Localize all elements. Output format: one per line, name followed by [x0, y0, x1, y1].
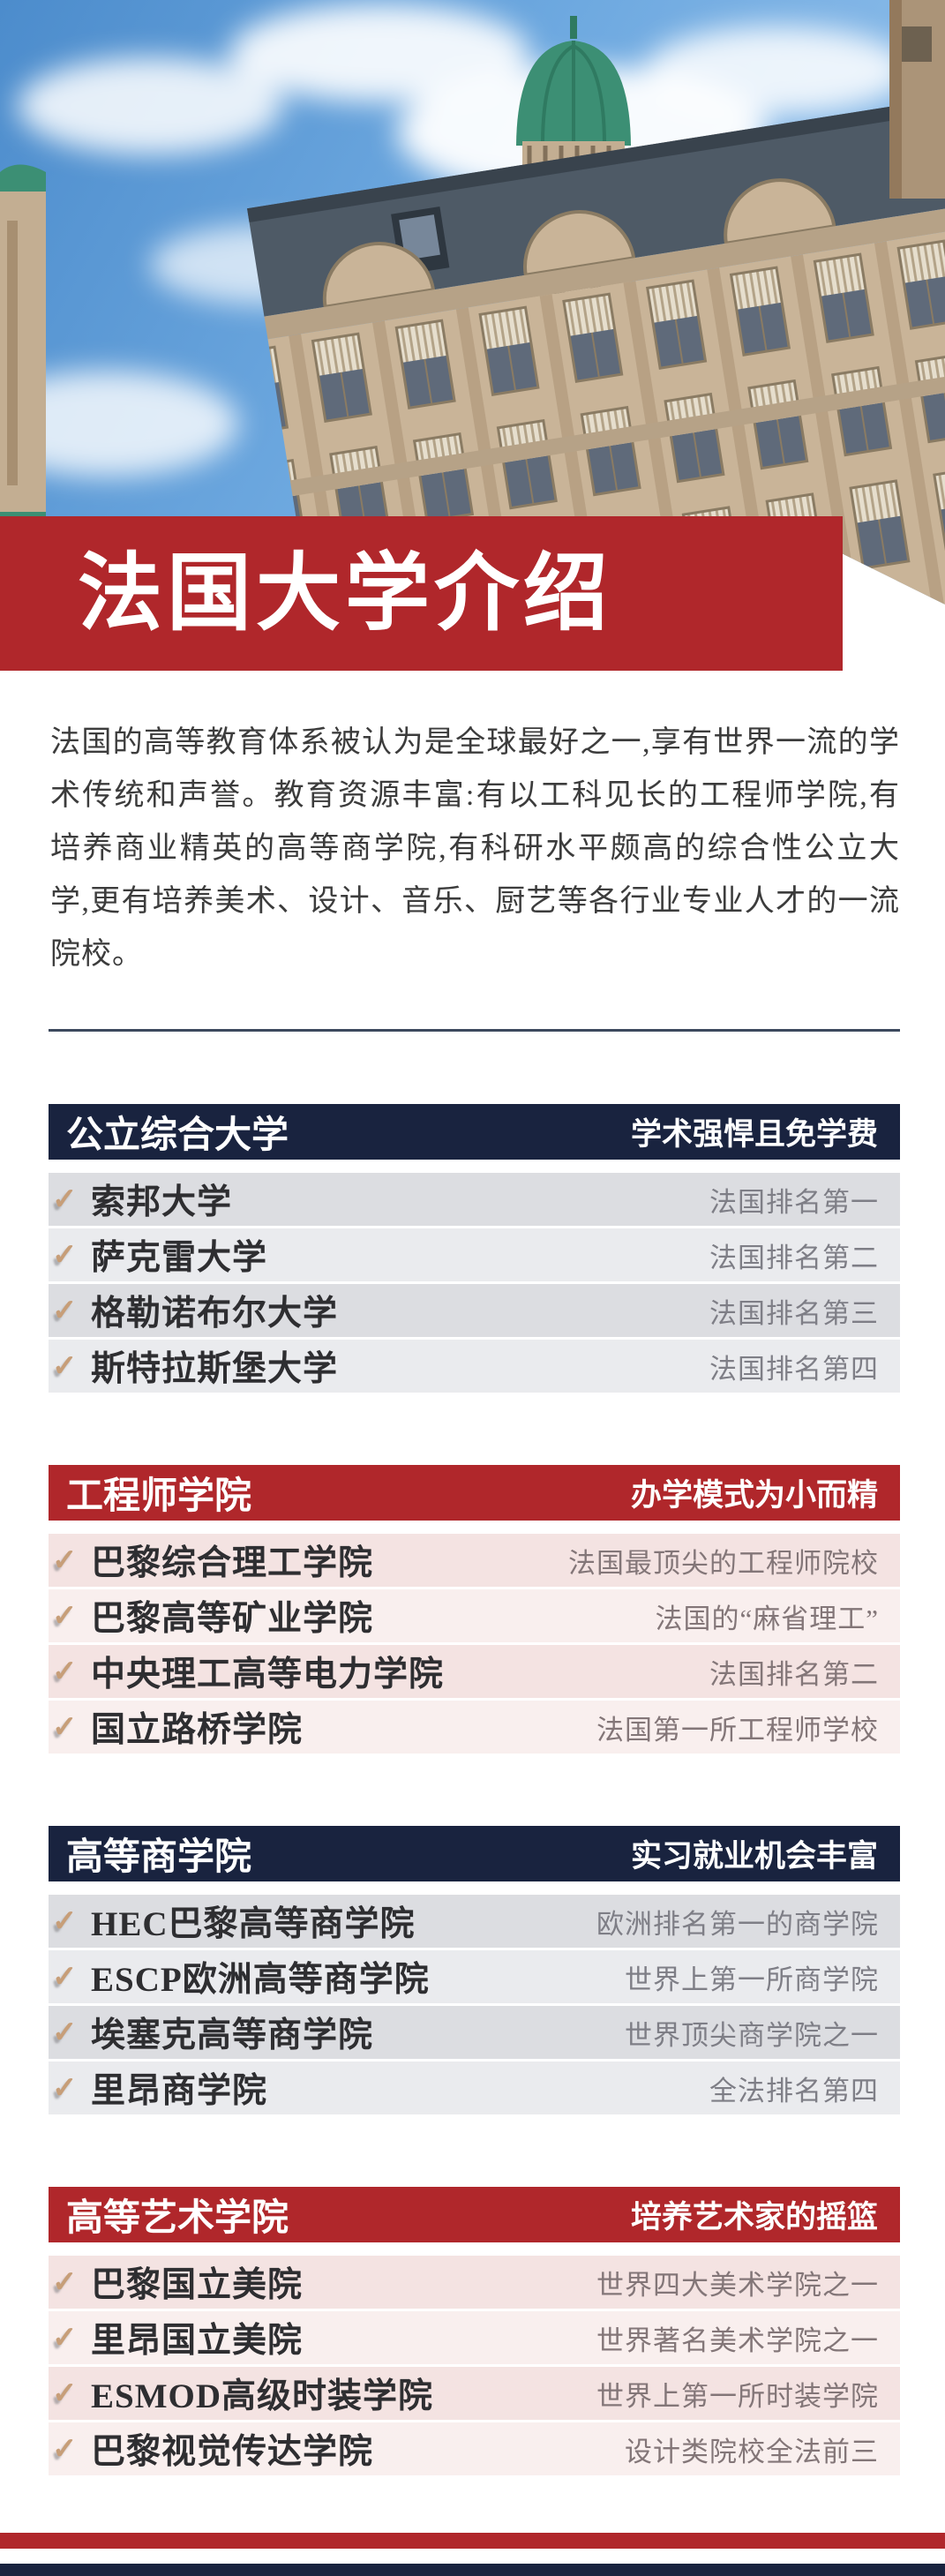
school-name: ESMOD高级时装学院 [91, 2377, 434, 2415]
school-name: 中央理工高等电力学院 [91, 1656, 445, 1694]
school-name: 里昂商学院 [91, 2072, 268, 2110]
title-banner: 法国大学介绍 [0, 516, 843, 671]
school-note: 法国排名第一 [709, 1186, 879, 1218]
section-tagline: 实习就业机会丰富 [630, 1839, 878, 1874]
school-name: 里昂国立美院 [91, 2322, 304, 2360]
school-name: 巴黎综合理工学院 [91, 1544, 374, 1582]
school-name: 萨克雷大学 [91, 1239, 268, 1277]
school-note: 法国排名第二 [709, 1242, 879, 1273]
table-row: ✓ 索邦大学 法国排名第一 [49, 1173, 900, 1226]
check-icon: ✓ [52, 1656, 78, 1688]
table-row: ✓ ESCP欧洲高等商学院 世界上第一所商学院 [49, 1950, 900, 2003]
school-note: 全法排名第四 [709, 2075, 879, 2107]
section-rows: ✓ HEC巴黎高等商学院 欧洲排名第一的商学院 ✓ ESCP欧洲高等商学院 世界… [49, 1895, 900, 2114]
intro-paragraph: 法国的高等教育体系被认为是全球最好之一,享有世界一流的学术传统和声誉。教育资源丰… [50, 726, 900, 971]
section-rows: ✓ 巴黎国立美院 世界四大美术学院之一 ✓ 里昂国立美院 世界著名美术学院之一 … [49, 2256, 900, 2475]
school-note: 法国最顶尖的工程师院校 [568, 1547, 879, 1579]
school-name: 国立路桥学院 [91, 1711, 304, 1749]
table-row: ✓ 萨克雷大学 法国排名第二 [49, 1228, 900, 1281]
content: 法国的高等教育体系被认为是全球最好之一,享有世界一流的学术传统和声誉。教育资源丰… [0, 717, 945, 2475]
section-rows: ✓ 索邦大学 法国排名第一 ✓ 萨克雷大学 法国排名第二 ✓ 格勒诺布尔大学 法… [49, 1173, 900, 1393]
check-icon: ✓ [52, 2322, 78, 2354]
section-header: 工程师学院 办学模式为小而精 [49, 1465, 900, 1521]
section-engineering-schools: 工程师学院 办学模式为小而精 ✓ 巴黎综合理工学院 法国最顶尖的工程师院校 ✓ … [49, 1465, 900, 1754]
table-row: ✓ 埃塞克高等商学院 世界顶尖商学院之一 [49, 2006, 900, 2059]
table-row: ✓ 格勒诺布尔大学 法国排名第三 [49, 1284, 900, 1337]
check-icon: ✓ [52, 1239, 78, 1272]
hero-section: 法国大学介绍 [0, 0, 945, 671]
check-icon: ✓ [52, 2433, 78, 2466]
school-note: 欧洲排名第一的商学院 [596, 1908, 879, 1940]
school-note: 法国排名第四 [709, 1353, 879, 1385]
divider-rule [49, 1029, 900, 1032]
check-icon: ✓ [52, 1544, 78, 1577]
school-name: 巴黎视觉传达学院 [91, 2433, 374, 2471]
section-public-universities: 公立综合大学 学术强悍且免学费 ✓ 索邦大学 法国排名第一 ✓ 萨克雷大学 法国… [49, 1104, 900, 1393]
school-name: 巴黎国立美院 [91, 2266, 304, 2304]
section-business-schools: 高等商学院 实习就业机会丰富 ✓ HEC巴黎高等商学院 欧洲排名第一的商学院 ✓… [49, 1826, 900, 2114]
school-note: 世界著名美术学院之一 [596, 2324, 879, 2356]
section-title: 工程师学院 [66, 1476, 252, 1517]
school-name: 埃塞克高等商学院 [91, 2016, 374, 2054]
page-title: 法国大学介绍 [78, 545, 612, 641]
section-tagline: 办学模式为小而精 [630, 1478, 878, 1513]
school-name: 格勒诺布尔大学 [91, 1295, 339, 1333]
section-tagline: 学术强悍且免学费 [630, 1117, 878, 1152]
check-icon: ✓ [52, 1295, 78, 1327]
table-row: ✓ 巴黎国立美院 世界四大美术学院之一 [49, 2256, 900, 2309]
check-icon: ✓ [52, 2072, 78, 2105]
check-icon: ✓ [52, 1711, 78, 1744]
check-icon: ✓ [52, 1600, 78, 1633]
check-icon: ✓ [52, 1905, 78, 1938]
school-note: 设计类院校全法前三 [625, 2436, 879, 2467]
section-rows: ✓ 巴黎综合理工学院 法国最顶尖的工程师院校 ✓ 巴黎高等矿业学院 法国的“麻省… [49, 1534, 900, 1754]
school-note: 世界上第一所商学院 [625, 1964, 879, 1995]
table-row: ✓ ESMOD高级时装学院 世界上第一所时装学院 [49, 2367, 900, 2420]
table-row: ✓ 里昂国立美院 世界著名美术学院之一 [49, 2311, 900, 2364]
footer-navy-stripe [0, 2564, 945, 2576]
school-name: 索邦大学 [91, 1183, 233, 1221]
school-note: 法国的“麻省理工” [655, 1603, 879, 1634]
school-name: 斯特拉斯堡大学 [91, 1350, 339, 1388]
check-icon: ✓ [52, 2377, 78, 2410]
table-row: ✓ 中央理工高等电力学院 法国排名第二 [49, 1645, 900, 1698]
school-name: HEC巴黎高等商学院 [91, 1905, 416, 1943]
school-note: 法国第一所工程师学校 [596, 1714, 879, 1746]
check-icon: ✓ [52, 1961, 78, 1994]
table-row: ✓ 巴黎高等矿业学院 法国的“麻省理工” [49, 1589, 900, 1642]
check-icon: ✓ [52, 1183, 78, 1216]
table-row: ✓ 里昂商学院 全法排名第四 [49, 2062, 900, 2114]
school-name: 巴黎高等矿业学院 [91, 1600, 374, 1638]
section-header: 高等商学院 实习就业机会丰富 [49, 1826, 900, 1881]
school-note: 世界四大美术学院之一 [596, 2269, 879, 2301]
header-photo [0, 0, 945, 605]
section-header: 公立综合大学 学术强悍且免学费 [49, 1104, 900, 1160]
school-note: 法国排名第三 [709, 1297, 879, 1329]
school-note: 法国排名第二 [709, 1658, 879, 1690]
section-header: 高等艺术学院 培养艺术家的摇篮 [49, 2187, 900, 2242]
table-row: ✓ 国立路桥学院 法国第一所工程师学校 [49, 1701, 900, 1754]
check-icon: ✓ [52, 2016, 78, 2049]
school-note: 世界顶尖商学院之一 [625, 2019, 879, 2051]
section-art-schools: 高等艺术学院 培养艺术家的摇篮 ✓ 巴黎国立美院 世界四大美术学院之一 ✓ 里昂… [49, 2187, 900, 2475]
table-row: ✓ HEC巴黎高等商学院 欧洲排名第一的商学院 [49, 1895, 900, 1948]
section-title: 高等商学院 [66, 1837, 252, 1878]
section-tagline: 培养艺术家的摇篮 [630, 2200, 878, 2234]
table-row: ✓ 巴黎视觉传达学院 设计类院校全法前三 [49, 2422, 900, 2475]
footer-red-stripe [0, 2533, 945, 2549]
table-row: ✓ 巴黎综合理工学院 法国最顶尖的工程师院校 [49, 1534, 900, 1587]
section-title: 公立综合大学 [66, 1115, 289, 1156]
school-note: 世界上第一所时装学院 [596, 2380, 879, 2412]
table-row: ✓ 斯特拉斯堡大学 法国排名第四 [49, 1340, 900, 1393]
check-icon: ✓ [52, 2266, 78, 2299]
section-title: 高等艺术学院 [66, 2198, 289, 2239]
check-icon: ✓ [52, 1350, 78, 1383]
school-name: ESCP欧洲高等商学院 [91, 1961, 430, 1999]
